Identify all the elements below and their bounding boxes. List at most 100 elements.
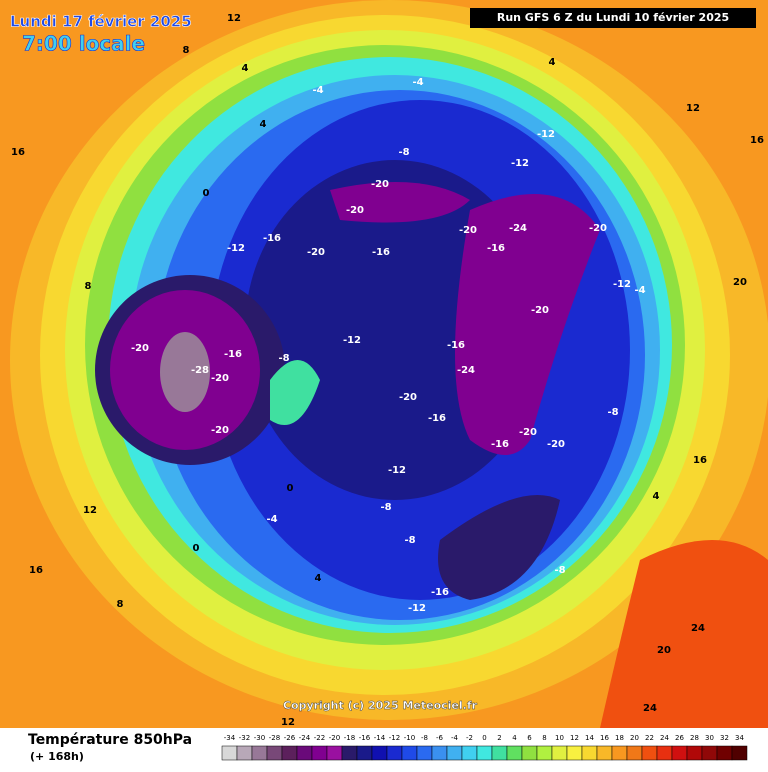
field-coldest: [160, 332, 210, 412]
legend-tick-label: 32: [720, 734, 729, 742]
contour-label: -16: [491, 439, 509, 450]
contour-label: 16: [11, 147, 25, 158]
legend-swatch: [506, 745, 523, 761]
legend-swatch: [671, 745, 688, 761]
legend-tick-label: -18: [344, 734, 355, 742]
legend-tick-label: -28: [269, 734, 280, 742]
contour-label: -20: [531, 305, 549, 316]
legend-swatch: [341, 745, 358, 761]
legend-swatch: [326, 745, 343, 761]
legend-swatch: [536, 745, 553, 761]
contour-label: -16: [428, 413, 446, 424]
legend-tick-label: 20: [630, 734, 639, 742]
contour-label: 20: [657, 645, 671, 656]
legend-swatch: [371, 745, 388, 761]
legend-swatch: [641, 745, 658, 761]
contour-label: -20: [131, 343, 149, 354]
legend-swatch: [281, 745, 298, 761]
legend-swatch: [401, 745, 418, 761]
contour-label: -20: [547, 439, 565, 450]
footer-lead: (+ 168h): [30, 750, 84, 763]
contour-label: -8: [607, 407, 618, 418]
legend-tick-label: -32: [239, 734, 250, 742]
footer-title: Température 850hPa: [28, 732, 192, 748]
legend-tick-label: 2: [497, 734, 501, 742]
legend-tick-label: 28: [690, 734, 699, 742]
legend-swatch: [686, 745, 703, 761]
legend-swatch: [311, 745, 328, 761]
contour-label: 4: [549, 57, 556, 68]
contour-label: 4: [315, 573, 322, 584]
legend-tick-label: 12: [570, 734, 579, 742]
field-warm: [600, 540, 768, 728]
contour-label: 12: [281, 717, 295, 728]
legend-tick-label: -30: [254, 734, 265, 742]
legend-tick-label: 26: [675, 734, 684, 742]
legend-swatch: [611, 745, 628, 761]
contour-label: 8: [85, 281, 92, 292]
contour-label: 16: [750, 135, 764, 146]
legend-tick-label: 0: [482, 734, 486, 742]
contour-label: -16: [431, 587, 449, 598]
contour-label: -8: [554, 565, 565, 576]
legend-swatch: [221, 745, 238, 761]
legend-swatch: [356, 745, 373, 761]
contour-label: -8: [380, 502, 391, 513]
map-date: Lundi 17 février 2025: [10, 13, 192, 31]
legend-swatch: [521, 745, 538, 761]
contour-label: -20: [371, 179, 389, 190]
contour-label: 12: [227, 13, 241, 24]
legend-tick-label: -34: [224, 734, 236, 742]
contour-label: -12: [227, 243, 245, 254]
legend-tick-label: -14: [374, 734, 386, 742]
legend-swatch: [581, 745, 598, 761]
contour-label: -16: [372, 247, 390, 258]
contour-label: 0: [203, 188, 210, 199]
legend-tick-label: -26: [284, 734, 296, 742]
legend-swatch: [446, 745, 463, 761]
legend-swatch: [656, 745, 673, 761]
contour-label: -28: [191, 365, 209, 376]
legend-tick-label: 4: [512, 734, 517, 742]
contour-label: -24: [509, 223, 527, 234]
legend-tick-label: 10: [555, 734, 564, 742]
contour-label: -16: [447, 340, 465, 351]
legend-tick-label: -6: [436, 734, 444, 742]
field-cold-north: [330, 182, 470, 223]
legend-tick-label: -24: [299, 734, 311, 742]
contour-label: -20: [211, 373, 229, 384]
legend-tick-label: 24: [660, 734, 669, 742]
legend-swatch: [596, 745, 613, 761]
legend-swatch: [251, 745, 268, 761]
legend-swatch: [416, 745, 433, 761]
contour-label: 8: [117, 599, 124, 610]
legend-tick-label: -4: [451, 734, 459, 742]
legend-tick-label: 8: [542, 734, 546, 742]
legend-tick-label: 6: [527, 734, 532, 742]
contour-label: -12: [511, 158, 529, 169]
field-cold-south: [438, 495, 560, 600]
contour-label: 24: [643, 703, 657, 714]
contour-label: 12: [686, 103, 700, 114]
legend-tick-label: 30: [705, 734, 714, 742]
legend-tick-label: 34: [735, 734, 744, 742]
contour-label: -12: [408, 603, 426, 614]
legend-swatch: [731, 745, 748, 761]
contour-label: 20: [733, 277, 747, 288]
legend-tick-label: 18: [615, 734, 624, 742]
contour-label: -12: [613, 279, 631, 290]
legend-swatch: [476, 745, 493, 761]
contour-label: -20: [346, 205, 364, 216]
contour-label: -16: [263, 233, 281, 244]
legend-swatch: [386, 745, 403, 761]
contour-label: -24: [457, 365, 475, 376]
legend-swatch: [266, 745, 283, 761]
contour-label: 0: [287, 483, 294, 494]
legend-swatch: [551, 745, 568, 761]
contour-label: -4: [412, 77, 423, 88]
legend-tick-label: -20: [329, 734, 340, 742]
contour-label: 16: [693, 455, 707, 466]
contour-label: -20: [307, 247, 325, 258]
